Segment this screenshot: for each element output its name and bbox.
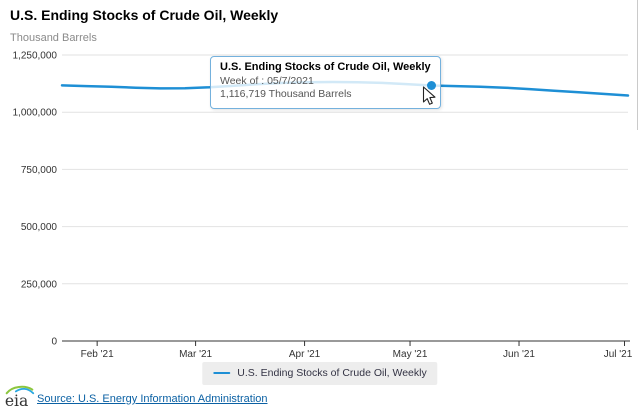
x-axis-ticks <box>96 341 625 346</box>
page-title: U.S. Ending Stocks of Crude Oil, Weekly <box>10 7 279 23</box>
y-gridlines <box>62 54 628 285</box>
source-link[interactable]: Source: U.S. Energy Information Administ… <box>37 393 268 405</box>
svg-text:Apr '21: Apr '21 <box>289 349 321 360</box>
y-axis-labels: 0 250,000 500,000 750,000 1,000,000 1,250,000 <box>13 51 58 348</box>
chart-canvas[interactable]: 0 250,000 500,000 750,000 1,000,000 1,250,000… <box>0 0 640 365</box>
mouse-cursor-icon <box>423 86 436 106</box>
series-line-icon <box>213 372 231 374</box>
svg-text:Jul '21: Jul '21 <box>604 349 633 360</box>
svg-text:1,250,000: 1,250,000 <box>13 51 58 62</box>
svg-text:May '21: May '21 <box>393 349 428 360</box>
svg-text:250,000: 250,000 <box>21 279 58 290</box>
axis-unit-label: Thousand Barrels <box>10 32 97 44</box>
logo-swoosh-blue-icon <box>14 387 35 395</box>
x-axis-labels: Feb '21 Mar '21 Apr '21 May '21 Jun '21 Jul '… <box>81 349 633 360</box>
widget-edge-divider <box>637 0 638 130</box>
logo-swoosh-green-icon <box>5 385 34 395</box>
logo-text: eia <box>5 392 29 409</box>
svg-text:0: 0 <box>51 337 57 348</box>
svg-text:Feb '21: Feb '21 <box>81 349 114 360</box>
svg-text:750,000: 750,000 <box>21 165 58 176</box>
svg-text:Mar '21: Mar '21 <box>179 349 212 360</box>
legend[interactable]: U.S. Ending Stocks of Crude Oil, Weekly <box>202 362 438 385</box>
svg-text:Jun '21: Jun '21 <box>503 349 535 360</box>
svg-text:500,000: 500,000 <box>21 222 58 233</box>
svg-text:1,000,000: 1,000,000 <box>13 108 58 119</box>
legend-label: U.S. Ending Stocks of Crude Oil, Weekly <box>237 367 427 379</box>
series-line[interactable] <box>60 80 630 97</box>
eia-logo[interactable]: eia <box>3 383 36 409</box>
